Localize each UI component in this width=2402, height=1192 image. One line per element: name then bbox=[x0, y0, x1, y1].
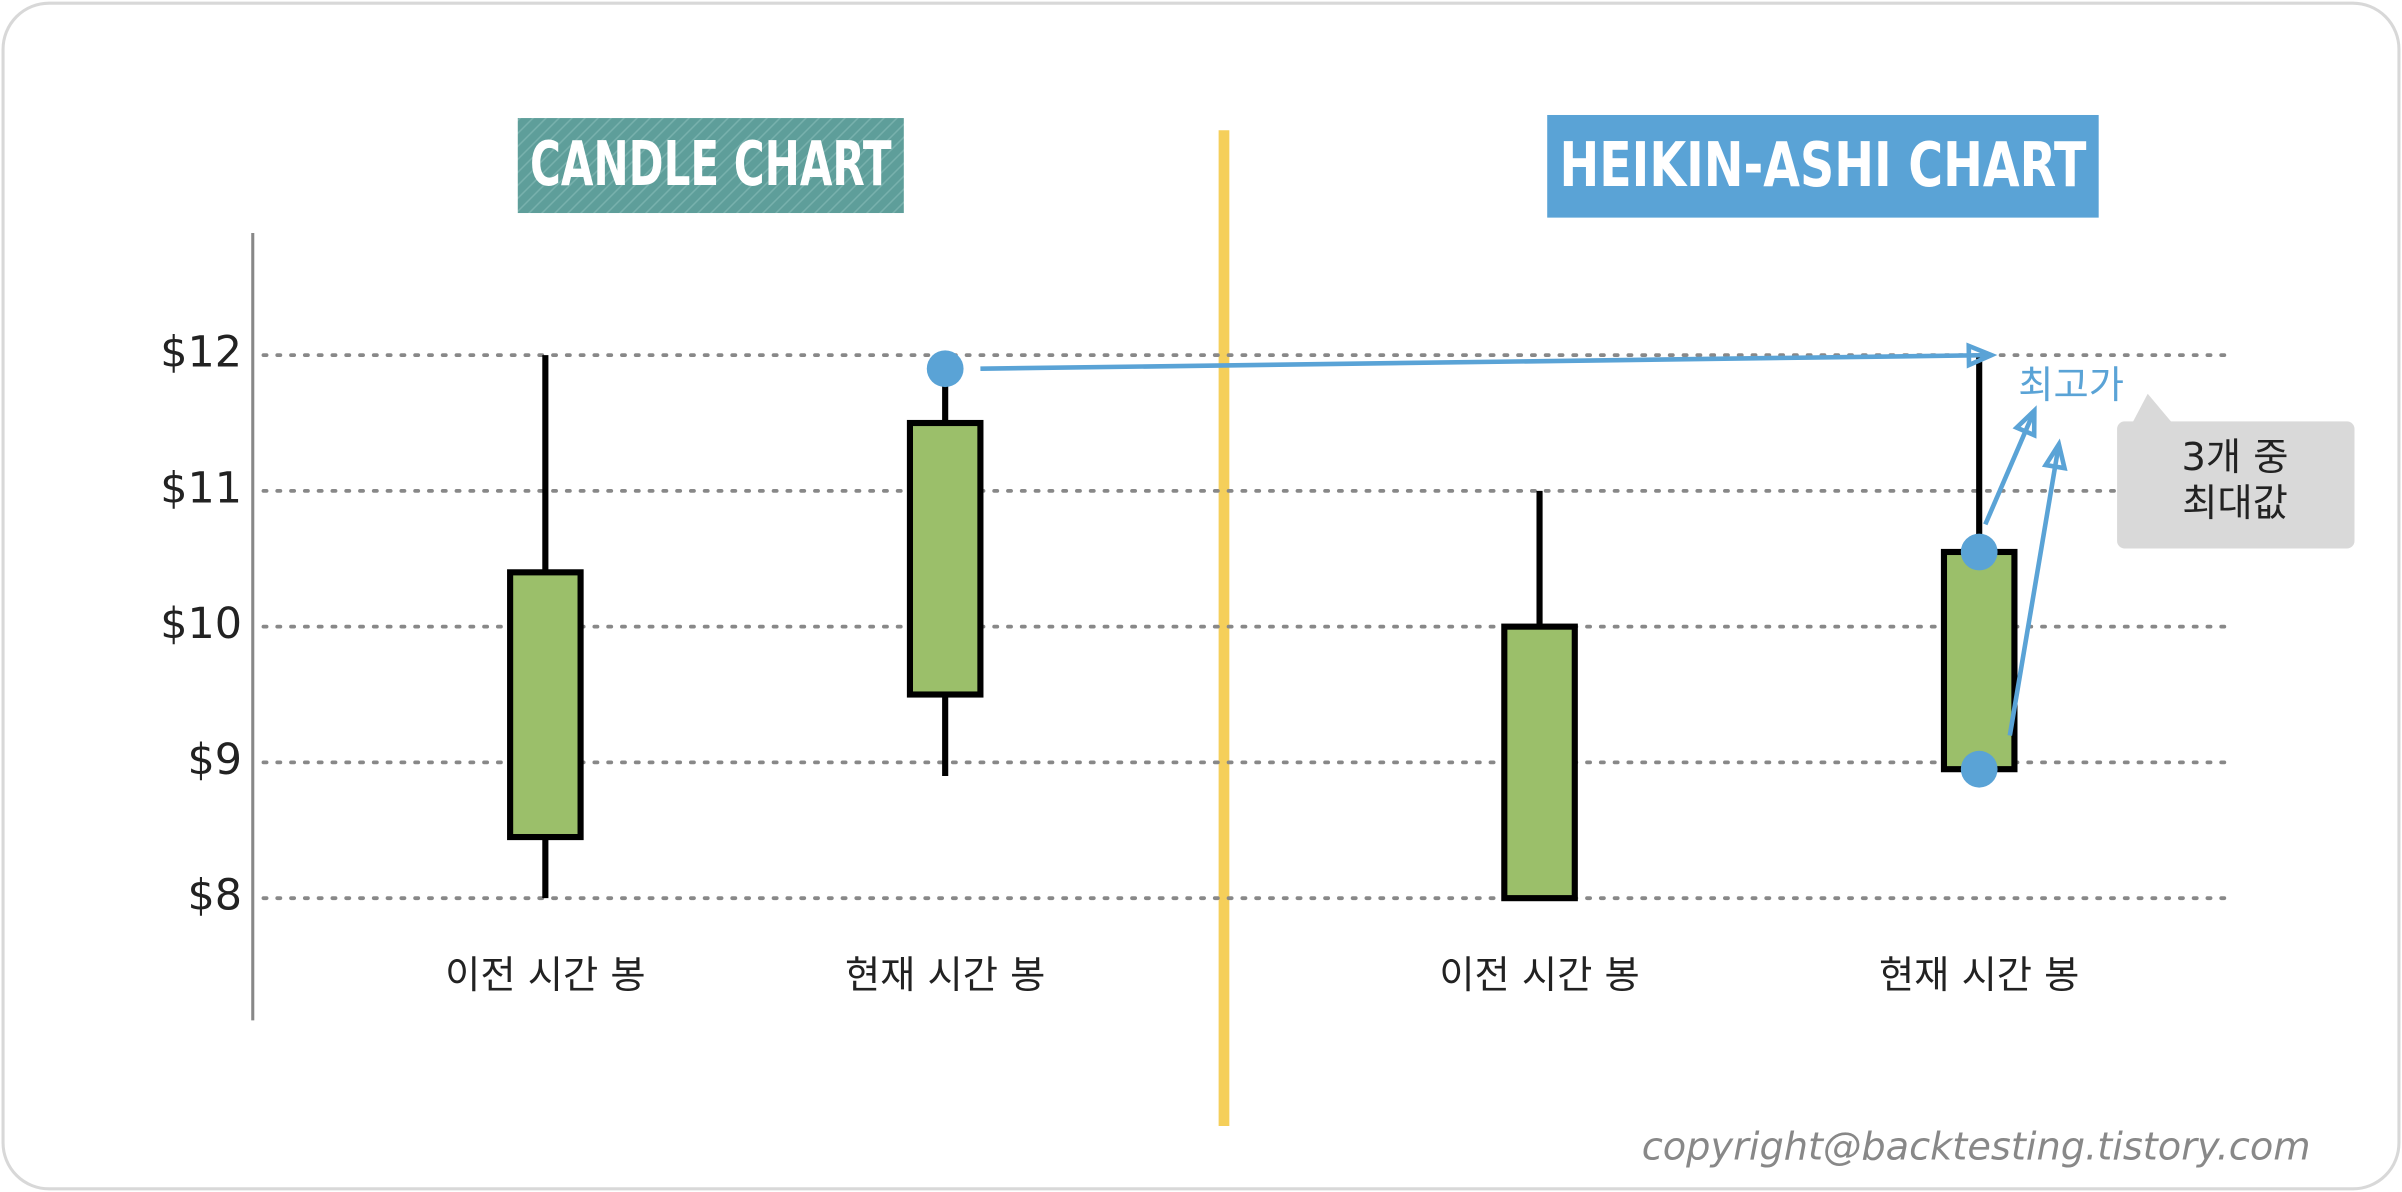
x-tick-label: 이전 시간 봉 bbox=[445, 953, 645, 998]
arrow bbox=[2007, 443, 2062, 736]
y-tick-label: $12 bbox=[160, 328, 242, 378]
x-tick-label: 이전 시간 봉 bbox=[1439, 953, 1639, 998]
candle-body bbox=[507, 569, 584, 841]
x-tick-label: 현재 시간 봉 bbox=[845, 953, 1045, 998]
title-box bbox=[1547, 114, 2099, 218]
callout-text: 3개 중 bbox=[2182, 435, 2289, 480]
highlight-dot bbox=[926, 350, 964, 388]
arrow-head bbox=[2012, 405, 2037, 439]
x-tick-label: 현재 시간 봉 bbox=[1879, 953, 2079, 998]
arrow bbox=[980, 352, 1992, 371]
highlight-dot bbox=[1960, 750, 1998, 788]
y-tick-label: $8 bbox=[187, 871, 242, 921]
title-box bbox=[517, 118, 904, 214]
highlight-dot bbox=[1960, 533, 1998, 571]
y-tick-label: $10 bbox=[160, 599, 242, 649]
callout-box bbox=[2117, 421, 2355, 549]
candle-body bbox=[1940, 548, 2018, 773]
y-tick-label: $9 bbox=[187, 735, 242, 785]
callout-text: 최대값 bbox=[2182, 481, 2288, 526]
y-tick-label: $11 bbox=[160, 463, 242, 513]
candle-body bbox=[1501, 623, 1578, 902]
arrow-head bbox=[2041, 438, 2068, 472]
candle-body bbox=[906, 419, 984, 698]
arrow-head bbox=[1966, 342, 1998, 369]
panel-title: HEIKIN-ASHI CHART bbox=[1559, 130, 2086, 201]
copyright: copyright@backtesting.tistory.com bbox=[1642, 1125, 2311, 1170]
highest-label: 최고가 bbox=[2018, 363, 2124, 408]
panel-title: CANDLE CHART bbox=[530, 129, 892, 200]
callout-pointer bbox=[2132, 393, 2173, 423]
